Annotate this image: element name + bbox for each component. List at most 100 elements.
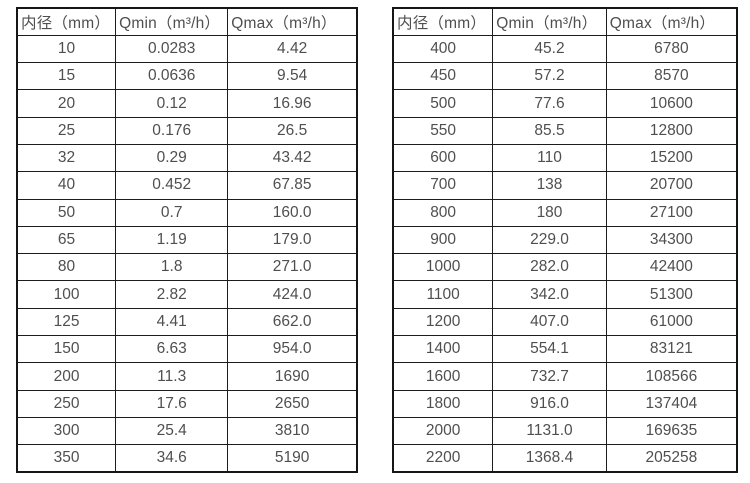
table-row: 2200 1368.4 205258 bbox=[392, 444, 738, 473]
header-row: 内径（mm） Qmin（m³/h） Qmax（m³/h） bbox=[392, 7, 738, 36]
qmin-cell: 77.6 bbox=[492, 89, 607, 118]
diameter-cell: 1400 bbox=[392, 335, 494, 364]
qmin-cell: 554.1 bbox=[492, 335, 607, 364]
table-row: 65 1.19 179.0 bbox=[16, 225, 358, 255]
table-row: 1800 916.0 137404 bbox=[392, 389, 738, 418]
qmin-cell: 45.2 bbox=[492, 34, 607, 64]
qmin-cell: 282.0 bbox=[492, 253, 607, 282]
diameter-cell: 1100 bbox=[392, 280, 494, 309]
table-row: 350 34.6 5190 bbox=[16, 444, 358, 473]
diameter-cell: 300 bbox=[16, 416, 117, 446]
qmin-cell: 34.6 bbox=[115, 444, 229, 473]
table-row: 1400 554.1 83121 bbox=[392, 335, 738, 364]
qmin-cell: 0.0636 bbox=[115, 62, 229, 91]
qmin-cell: 138 bbox=[492, 171, 607, 200]
table-row: 1200 407.0 61000 bbox=[392, 307, 738, 337]
table-row: 10 0.0283 4.42 bbox=[16, 34, 358, 64]
table-row: 2000 1131.0 169635 bbox=[392, 416, 738, 446]
qmax-cell: 43.42 bbox=[227, 143, 358, 173]
diameter-cell: 50 bbox=[16, 198, 117, 227]
diameter-cell: 65 bbox=[16, 225, 117, 255]
table-row: 450 57.2 8570 bbox=[392, 62, 738, 91]
qmin-column-header: Qmin（m³/h） bbox=[492, 7, 607, 36]
qmax-cell: 5190 bbox=[227, 444, 358, 473]
diameter-cell: 700 bbox=[392, 171, 494, 200]
diameter-cell: 800 bbox=[392, 198, 494, 227]
table-row: 1600 732.7 108566 bbox=[392, 362, 738, 391]
table-row: 50 0.7 160.0 bbox=[16, 198, 358, 227]
qmax-cell: 26.5 bbox=[227, 116, 358, 145]
qmin-cell: 0.29 bbox=[115, 143, 229, 173]
diameter-cell: 250 bbox=[16, 389, 117, 418]
diameter-cell: 350 bbox=[16, 444, 117, 473]
qmax-cell: 27100 bbox=[605, 198, 738, 227]
table-row: 400 45.2 6780 bbox=[392, 34, 738, 64]
table-row: 900 229.0 34300 bbox=[392, 225, 738, 255]
qmax-cell: 108566 bbox=[605, 362, 738, 391]
qmax-cell: 160.0 bbox=[227, 198, 358, 227]
qmin-cell: 0.0283 bbox=[115, 34, 229, 64]
qmax-column-header: Qmax（m³/h） bbox=[227, 7, 358, 36]
diameter-cell: 550 bbox=[392, 116, 494, 145]
qmax-cell: 3810 bbox=[227, 416, 358, 446]
diameter-cell: 1800 bbox=[392, 389, 494, 418]
table-row: 250 17.6 2650 bbox=[16, 389, 358, 418]
table-row: 40 0.452 67.85 bbox=[16, 171, 358, 200]
qmin-cell: 1131.0 bbox=[492, 416, 607, 446]
qmax-cell: 6780 bbox=[605, 34, 738, 64]
qmax-cell: 67.85 bbox=[227, 171, 358, 200]
qmax-cell: 662.0 bbox=[227, 307, 358, 337]
qmin-cell: 1.19 bbox=[115, 225, 229, 255]
table-row: 200 11.3 1690 bbox=[16, 362, 358, 391]
qmax-cell: 61000 bbox=[605, 307, 738, 337]
diameter-cell: 600 bbox=[392, 143, 494, 173]
qmax-cell: 954.0 bbox=[227, 335, 358, 364]
qmax-cell: 16.96 bbox=[227, 89, 358, 118]
qmin-cell: 2.82 bbox=[115, 280, 229, 309]
qmin-cell: 6.63 bbox=[115, 335, 229, 364]
qmin-cell: 25.4 bbox=[115, 416, 229, 446]
qmax-cell: 4.42 bbox=[227, 34, 358, 64]
qmax-cell: 20700 bbox=[605, 171, 738, 200]
diameter-column-header: 内径（mm） bbox=[16, 7, 117, 36]
qmax-cell: 179.0 bbox=[227, 225, 358, 255]
qmax-cell: 169635 bbox=[605, 416, 738, 446]
table-row: 1100 342.0 51300 bbox=[392, 280, 738, 309]
diameter-cell: 400 bbox=[392, 34, 494, 64]
qmax-cell: 15200 bbox=[605, 143, 738, 173]
diameter-column-header: 内径（mm） bbox=[392, 7, 494, 36]
qmax-cell: 12800 bbox=[605, 116, 738, 145]
qmax-cell: 10600 bbox=[605, 89, 738, 118]
qmin-cell: 85.5 bbox=[492, 116, 607, 145]
qmin-cell: 11.3 bbox=[115, 362, 229, 391]
table-row: 600 110 15200 bbox=[392, 143, 738, 173]
table-row: 100 2.82 424.0 bbox=[16, 280, 358, 309]
table-row: 20 0.12 16.96 bbox=[16, 89, 358, 118]
diameter-cell: 2000 bbox=[392, 416, 494, 446]
qmin-cell: 0.7 bbox=[115, 198, 229, 227]
qmax-cell: 271.0 bbox=[227, 253, 358, 282]
qmin-cell: 0.452 bbox=[115, 171, 229, 200]
diameter-cell: 450 bbox=[392, 62, 494, 91]
table-row: 300 25.4 3810 bbox=[16, 416, 358, 446]
diameter-cell: 200 bbox=[16, 362, 117, 391]
qmax-cell: 1690 bbox=[227, 362, 358, 391]
diameter-cell: 25 bbox=[16, 116, 117, 145]
table-row: 1000 282.0 42400 bbox=[392, 253, 738, 282]
qmax-cell: 9.54 bbox=[227, 62, 358, 91]
table-row: 500 77.6 10600 bbox=[392, 89, 738, 118]
diameter-cell: 900 bbox=[392, 225, 494, 255]
qmin-column-header: Qmin（m³/h） bbox=[115, 7, 229, 36]
qmin-cell: 0.176 bbox=[115, 116, 229, 145]
table-row: 32 0.29 43.42 bbox=[16, 143, 358, 173]
qmin-cell: 1.8 bbox=[115, 253, 229, 282]
diameter-cell: 32 bbox=[16, 143, 117, 173]
table-row: 80 1.8 271.0 bbox=[16, 253, 358, 282]
qmax-cell: 8570 bbox=[605, 62, 738, 91]
table-row: 15 0.0636 9.54 bbox=[16, 62, 358, 91]
diameter-cell: 20 bbox=[16, 89, 117, 118]
qmax-cell: 2650 bbox=[227, 389, 358, 418]
qmax-cell: 83121 bbox=[605, 335, 738, 364]
diameter-cell: 125 bbox=[16, 307, 117, 337]
header-row: 内径（mm） Qmin（m³/h） Qmax（m³/h） bbox=[16, 7, 358, 36]
